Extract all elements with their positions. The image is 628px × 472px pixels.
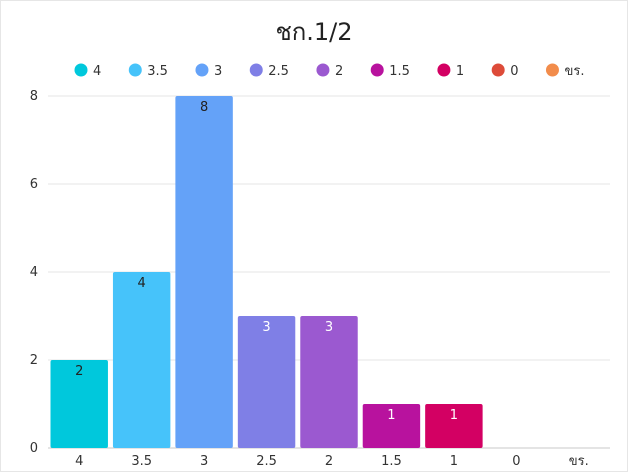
bar[interactable] — [300, 316, 358, 448]
legend-swatch[interactable] — [437, 63, 451, 77]
y-tick-label: 0 — [30, 441, 38, 456]
legend-swatch[interactable] — [370, 63, 384, 77]
bar-value-label: 3 — [262, 320, 270, 335]
legend-swatch[interactable] — [128, 63, 142, 77]
bar[interactable] — [175, 96, 233, 448]
legend-label[interactable]: 2.5 — [268, 64, 289, 79]
bar-value-label: 1 — [450, 408, 458, 423]
y-tick-label: 8 — [30, 89, 38, 104]
legend-label[interactable]: 3.5 — [147, 64, 168, 79]
legend-label[interactable]: 3 — [214, 64, 222, 79]
legend-label[interactable]: ขร. — [564, 64, 584, 79]
x-tick-label: 2.5 — [256, 454, 277, 469]
legend-label[interactable]: 0 — [510, 64, 518, 79]
legend-swatch[interactable] — [316, 63, 330, 77]
legend-label[interactable]: 4 — [93, 64, 101, 79]
bar[interactable] — [112, 272, 171, 448]
y-tick-label: 4 — [30, 265, 38, 280]
x-tick-label: 0 — [512, 454, 520, 469]
legend-swatch[interactable] — [249, 63, 263, 77]
legend-label[interactable]: 2 — [335, 64, 343, 79]
x-tick-label: 3 — [200, 454, 208, 469]
bar[interactable] — [425, 404, 483, 448]
bar-value-label: 2 — [75, 364, 83, 379]
legend-swatch[interactable] — [195, 63, 209, 77]
bar[interactable] — [237, 316, 296, 448]
chart-title: ชก.1/2 — [275, 18, 353, 46]
x-tick-label: 1 — [450, 454, 458, 469]
bar-value-label: 3 — [325, 320, 333, 335]
x-tick-label: 3.5 — [131, 454, 152, 469]
x-tick-label: 2 — [325, 454, 333, 469]
x-tick-label: ขร. — [569, 454, 589, 469]
x-tick-label: 1.5 — [381, 454, 402, 469]
bar[interactable] — [50, 360, 108, 448]
bar[interactable] — [362, 404, 421, 448]
bar-value-label: 8 — [200, 100, 208, 115]
legend-label[interactable]: 1 — [456, 64, 464, 79]
legend-label[interactable]: 1.5 — [389, 64, 410, 79]
legend-swatch[interactable] — [545, 63, 559, 77]
y-tick-label: 6 — [30, 177, 38, 192]
legend-swatch[interactable] — [491, 63, 505, 77]
bar-value-label: 4 — [138, 276, 146, 291]
y-tick-label: 2 — [30, 353, 38, 368]
bar-value-label: 1 — [387, 408, 395, 423]
legend-swatch[interactable] — [74, 63, 88, 77]
x-tick-label: 4 — [75, 454, 83, 469]
